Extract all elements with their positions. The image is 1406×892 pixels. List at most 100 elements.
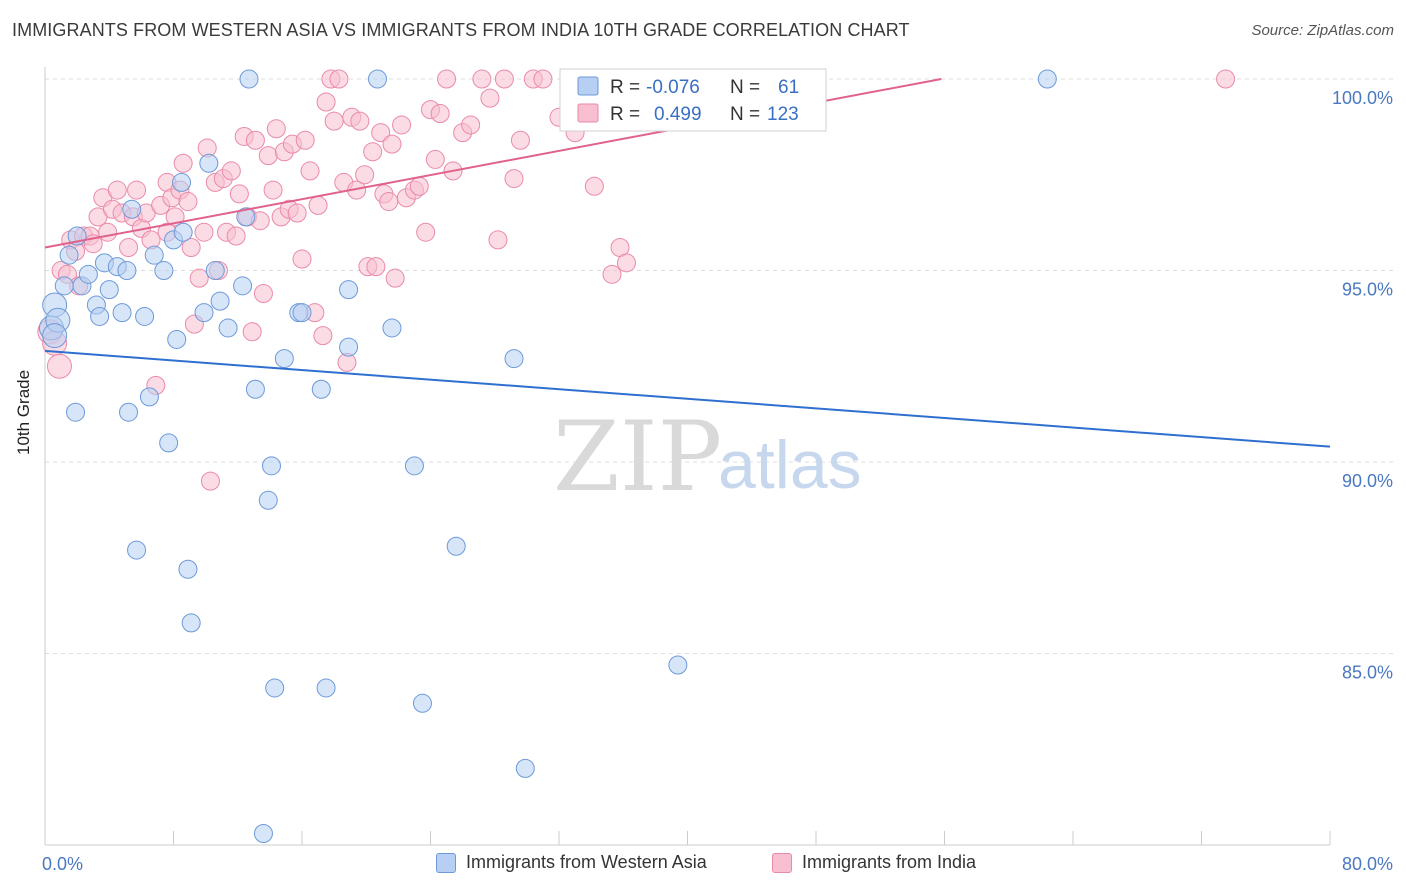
point-western-asia-47 [311, 379, 331, 399]
point-western-asia-60 [1037, 69, 1057, 89]
point-india-74 [355, 165, 375, 185]
legend-swatch-pink [772, 852, 792, 873]
point-western-asia-18 [122, 199, 142, 219]
point-india-53 [266, 119, 286, 139]
trend-line-western-asia [44, 349, 1331, 448]
point-india-35 [194, 222, 214, 242]
point-western-asia-23 [154, 261, 174, 280]
point-india-52 [263, 180, 283, 200]
point-india-83 [392, 115, 412, 135]
point-western-asia-17 [119, 402, 139, 422]
point-india-42 [221, 161, 241, 181]
point-western-asia-49 [339, 337, 359, 357]
point-western-asia-36 [233, 276, 253, 296]
point-india-80 [379, 192, 399, 212]
point-india-37 [200, 471, 220, 491]
stats-n-value-1: 61 [778, 77, 799, 98]
point-western-asia-35 [218, 318, 238, 338]
stats-n-label-1: N = [730, 77, 760, 98]
point-india-97 [488, 230, 508, 250]
stats-r-value-2: 0.499 [654, 104, 702, 125]
y-tick-label-0: 85.0% [1342, 663, 1393, 683]
point-western-asia-56 [504, 349, 524, 369]
stats-n-value-2: 123 [767, 104, 799, 125]
point-india-73 [350, 111, 370, 131]
legend-item-western-asia: Immigrants from Western Asia [436, 852, 707, 873]
y-tick-label-1: 90.0% [1342, 471, 1393, 491]
point-india-98 [494, 69, 514, 89]
stats-legend-box [559, 68, 827, 132]
point-india-30 [173, 153, 193, 173]
point-western-asia-55 [446, 536, 466, 556]
point-western-asia-22 [144, 245, 164, 265]
series-legend: Immigrants from Western Asia Immigrants … [0, 852, 1406, 878]
axes [44, 67, 1331, 846]
point-western-asia-42 [261, 456, 281, 476]
point-india-107 [602, 264, 622, 284]
point-western-asia-3 [42, 323, 68, 349]
point-western-asia-58 [668, 655, 688, 675]
point-western-asia-34 [210, 291, 230, 311]
point-india-86 [409, 176, 429, 196]
point-india-19 [127, 180, 147, 200]
point-india-2 [46, 353, 72, 379]
point-india-102 [533, 69, 553, 89]
point-western-asia-54 [412, 693, 432, 713]
watermark-zip: ZIP [553, 401, 722, 513]
point-western-asia-48 [316, 678, 336, 698]
point-western-asia-13 [99, 280, 119, 300]
y-tick-label-3: 100.0% [1332, 88, 1393, 108]
point-western-asia-29 [178, 559, 198, 579]
point-india-51 [258, 146, 278, 166]
point-western-asia-20 [135, 306, 155, 326]
stats-swatch-blue [577, 76, 599, 96]
point-india-64 [313, 326, 333, 346]
point-western-asia-52 [382, 318, 402, 338]
tick-labels: 85.0% 90.0% 95.0% 100.0% 0.0% 80.0% [42, 88, 1393, 874]
stats-legend: R = -0.076 N = 61 R = 0.499 N = 123 [559, 68, 827, 132]
point-india-44 [229, 184, 249, 204]
point-india-99 [504, 169, 524, 189]
point-india-95 [472, 69, 492, 89]
point-india-82 [385, 268, 405, 288]
point-india-106 [584, 176, 604, 196]
watermark: ZIP atlas [553, 401, 862, 513]
source-credit: Source: ZipAtlas.com [1251, 22, 1394, 39]
point-india-67 [324, 111, 344, 131]
point-western-asia-32 [199, 153, 219, 173]
point-india-100 [510, 130, 530, 150]
y-tick-label-2: 95.0% [1342, 280, 1393, 300]
point-india-17 [119, 238, 139, 258]
point-western-asia-15 [112, 303, 132, 323]
stats-swatch-pink [577, 103, 599, 123]
point-india-22 [141, 230, 161, 250]
point-india-61 [300, 161, 320, 181]
point-india-94 [461, 115, 481, 135]
series-western-asia [38, 69, 1057, 844]
stats-n-label-2: N = [730, 104, 760, 125]
point-india-31 [178, 192, 198, 212]
point-india-47 [242, 322, 262, 342]
point-western-asia-53 [404, 456, 424, 476]
legend-label-india: Immigrants from India [802, 852, 977, 872]
point-western-asia-19 [127, 540, 147, 560]
legend-label-western-asia: Immigrants from Western Asia [466, 852, 707, 872]
legend-item-india: Immigrants from India [772, 852, 976, 873]
point-india-76 [363, 142, 383, 162]
point-india-96 [480, 88, 500, 108]
point-india-58 [287, 203, 307, 223]
point-india-78 [371, 123, 391, 143]
point-india-91 [437, 69, 457, 89]
point-india-63 [308, 195, 328, 215]
point-india-109 [616, 253, 636, 273]
x-tick-label-1: 80.0% [1342, 854, 1393, 874]
point-western-asia-41 [258, 490, 278, 510]
point-western-asia-5 [59, 245, 79, 265]
point-western-asia-40 [253, 824, 273, 844]
point-western-asia-27 [173, 222, 193, 242]
point-western-asia-30 [181, 613, 201, 633]
point-western-asia-57 [515, 758, 535, 778]
point-india-60 [295, 130, 315, 150]
point-western-asia-37 [236, 207, 256, 227]
point-western-asia-51 [367, 69, 387, 89]
